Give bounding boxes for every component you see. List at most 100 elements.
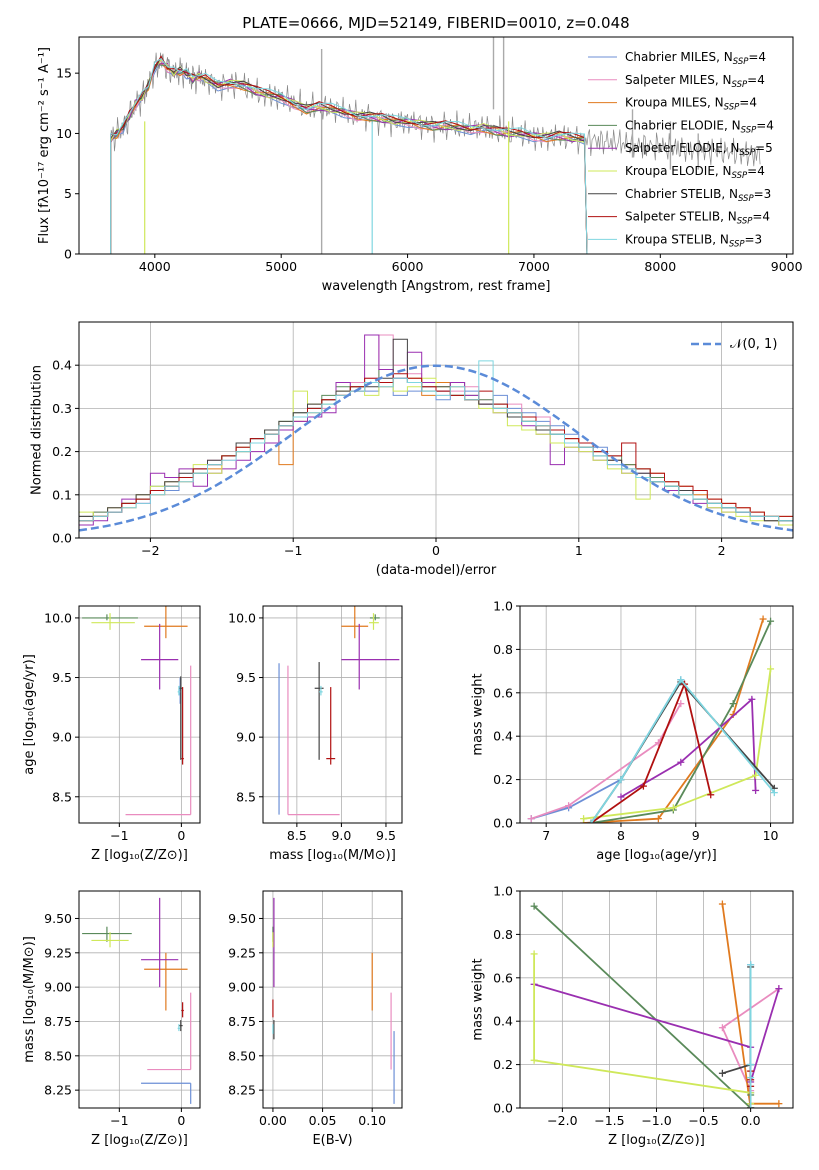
weight-marker-chabrier_elodie	[729, 700, 737, 708]
histogram-kroupa_stelib	[79, 360, 793, 522]
weight-marker-salpeter_stelib	[707, 791, 715, 799]
y-tick-label: 9.5	[52, 670, 72, 685]
weight-marker-salpeter_elodie	[617, 793, 625, 801]
weight-marker-salpeter_miles	[565, 802, 573, 810]
y-axis-label: age [log₁₀(age/yr)]	[22, 654, 37, 775]
y-tick-label: 0.2	[493, 1057, 513, 1072]
panel-residuals: −2 −1 0 1 2 0.0 0.1 0.2 0.3 0.4 (data-model)/error…	[30, 321, 794, 578]
errorbar-chabrier_elodie	[82, 926, 132, 942]
x-tick-label: −1	[110, 1113, 128, 1128]
y-tick-label: 8.75	[44, 1014, 72, 1029]
x-tick-label: −1.0	[641, 1113, 671, 1128]
plot-area-mass_age	[278, 606, 400, 816]
y-tick-label: 0.3	[52, 401, 72, 416]
y-axis-label: mass [log₁₀(M/M⊙)]	[22, 936, 37, 1063]
errorbar-kroupa_stelib	[319, 685, 323, 696]
y-axis-label: Normed distribution	[30, 365, 45, 495]
x-tick-label: 0.00	[259, 1113, 287, 1128]
weight-line-kroupa_miles	[583, 618, 764, 823]
legend-label: Kroupa STELIB, NSSP=3	[625, 232, 762, 249]
weight-line-chabrier_elodie	[590, 620, 772, 823]
weight-marker-kroupa_elodie	[752, 771, 760, 779]
legend-label: Chabrier STELIB, NSSP=3	[625, 187, 771, 204]
plot-area-residuals	[79, 334, 793, 532]
axes-frame	[519, 605, 794, 824]
weight-line-salpeter_stelib	[590, 681, 712, 823]
y-tick-label: 9.25	[228, 945, 256, 960]
legend-label: Kroupa ELODIE, NSSP=4	[625, 164, 765, 181]
y-tick-label: 0.4	[493, 1014, 513, 1029]
y-tick-label: 0.0	[493, 1101, 513, 1116]
errorbar-salpeter_stelib	[326, 687, 336, 765]
x-tick-label: 0	[177, 828, 185, 843]
y-tick-label: 9.50	[44, 911, 72, 926]
errorbar-kroupa_stelib	[177, 1024, 181, 1032]
y-tick-label: 0.1	[52, 487, 72, 502]
y-tick-label: 9.0	[52, 730, 72, 745]
y-tick-label: 9.00	[44, 980, 72, 995]
weight-marker-chabrier_stelib	[718, 1069, 726, 1077]
y-tick-label: 0.4	[52, 358, 72, 373]
y-tick-label: 0.0	[52, 531, 72, 546]
axes-frame	[78, 605, 201, 824]
x-tick-label: 4000	[139, 259, 171, 274]
histogram-salpeter_stelib	[79, 373, 793, 522]
x-axis-label: E(B-V)	[312, 1133, 352, 1148]
x-tick-label: 9.0	[331, 828, 351, 843]
plot-area-ebv_mass	[272, 897, 395, 1104]
x-tick-label: 5000	[265, 259, 297, 274]
x-axis-label: mass [log₁₀(M/M⊙)]	[269, 848, 396, 863]
plot-area-z_age	[82, 606, 192, 816]
x-tick-label: −2.0	[547, 1113, 577, 1128]
legend-label: Kroupa MILES, NSSP=4	[625, 96, 757, 113]
legend-label: 𝒩(0, 1)	[730, 337, 777, 352]
weight-marker-chabrier_elodie	[530, 902, 538, 910]
weight-marker-kroupa_elodie	[580, 815, 588, 823]
y-tick-label: 10.0	[44, 610, 72, 625]
y-tick-label: 0.2	[52, 444, 72, 459]
plot-area-z_weight	[530, 900, 783, 1108]
weight-marker-chabrier_elodie	[767, 617, 775, 625]
y-axis-label: Flux [fλ10⁻¹⁷ erg cm⁻² s⁻¹ A⁻¹]	[37, 47, 52, 244]
errorbar-salpeter_elodie	[141, 623, 179, 690]
errorbar-kroupa_miles	[341, 606, 369, 639]
x-tick-label: 10	[763, 828, 779, 843]
y-tick-label: 9.00	[228, 980, 256, 995]
weight-marker-salpeter_miles	[718, 1024, 726, 1032]
x-tick-label: 2	[718, 543, 726, 558]
weight-marker-salpeter_elodie	[775, 985, 783, 993]
weight-marker-kroupa_stelib	[747, 1104, 755, 1108]
weight-marker-kroupa_elodie	[669, 804, 677, 812]
x-tick-label: 7000	[518, 259, 550, 274]
x-tick-label: −1	[110, 828, 128, 843]
errorbar-kroupa_elodie	[91, 932, 129, 948]
weight-marker-kroupa_elodie	[767, 665, 775, 673]
x-tick-label: 8	[617, 828, 625, 843]
weight-marker-salpeter_elodie	[752, 786, 760, 794]
x-tick-label: 9.5	[376, 828, 396, 843]
figure-title: PLATE=0666, MJD=52149, FIBERID=0010, z=0…	[242, 14, 629, 32]
weight-line-kroupa_elodie	[583, 668, 772, 820]
weight-marker-salpeter_elodie	[748, 695, 756, 703]
errorbar-salpeter_miles	[125, 665, 192, 816]
y-tick-label: 5	[64, 186, 72, 201]
axes-frame	[78, 36, 794, 255]
weight-marker-kroupa_stelib	[677, 676, 685, 684]
y-tick-label: 0.6	[493, 685, 513, 700]
plot-area-spectrum	[110, 37, 761, 254]
legend-entry-chabrier_miles: Chabrier MILES, NSSP=4	[588, 50, 766, 67]
weight-marker-salpeter_elodie	[677, 758, 685, 766]
x-tick-label: 0	[432, 543, 440, 558]
errorbar-chabrier_stelib	[178, 676, 183, 760]
x-axis-label: (data-model)/error	[376, 563, 497, 578]
errorbar-salpeter_miles	[287, 665, 340, 816]
legend-entry-kroupa_elodie: Kroupa ELODIE, NSSP=4	[588, 164, 765, 181]
errorbar-salpeter_elodie	[341, 623, 400, 690]
x-axis-label: Z [log₁₀(Z/Z⊙)]	[91, 848, 188, 863]
y-tick-label: 8.25	[228, 1083, 256, 1098]
x-axis-label: age [log₁₀(age/yr)]	[596, 848, 717, 863]
y-tick-label: 8.50	[44, 1048, 72, 1063]
y-tick-label: 0.6	[493, 970, 513, 985]
y-tick-label: 9.50	[228, 911, 256, 926]
